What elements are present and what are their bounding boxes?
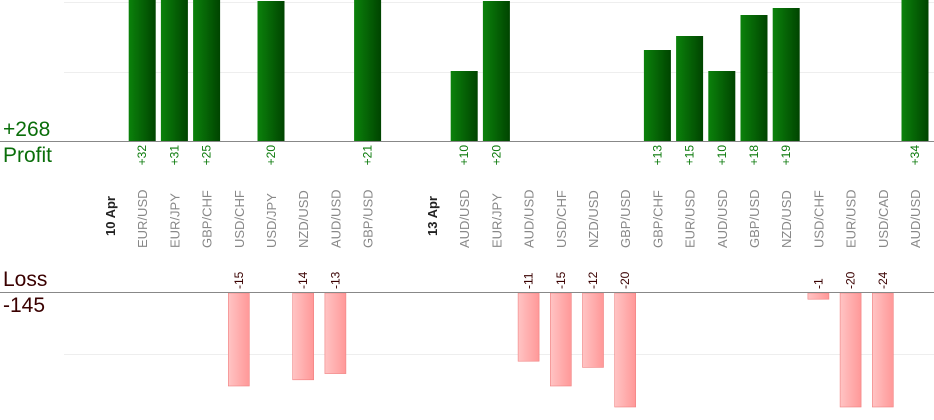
loss-bar[interactable] bbox=[324, 292, 347, 374]
pair-label: EUR/USD bbox=[683, 189, 698, 248]
pair-label: EUR/JPY bbox=[167, 193, 182, 248]
pair-label: GBP/CHF bbox=[650, 190, 665, 248]
loss-bar[interactable] bbox=[839, 292, 862, 408]
pair-label: USD/JPY bbox=[264, 193, 279, 248]
pair-label: USD/CAD bbox=[876, 189, 891, 248]
profit-value-label: +19 bbox=[779, 145, 793, 166]
pair-label: EUR/JPY bbox=[489, 193, 504, 248]
pair-label: AUD/USD bbox=[328, 189, 343, 248]
loss-value-label: -12 bbox=[586, 271, 600, 289]
profit-value-label: +20 bbox=[489, 145, 503, 166]
profit-bar[interactable] bbox=[354, 0, 382, 141]
profit-bar[interactable] bbox=[482, 1, 510, 141]
profit-value-label: +10 bbox=[457, 145, 471, 166]
profit-bar[interactable] bbox=[772, 8, 800, 141]
loss-total: -145 bbox=[3, 294, 46, 317]
profit-value-label: +15 bbox=[683, 145, 697, 166]
pair-label: AUD/USD bbox=[715, 189, 730, 248]
pair-label: USD/CHF bbox=[811, 190, 826, 248]
profit-value-label: +10 bbox=[715, 145, 729, 166]
pair-label: AUD/USD bbox=[522, 189, 537, 248]
profit-bar[interactable] bbox=[450, 71, 478, 141]
pair-label: NZD/USD bbox=[586, 190, 601, 248]
loss-value-label: -1 bbox=[811, 278, 825, 289]
profit-value-label: +20 bbox=[264, 145, 278, 166]
pair-label: GBP/CHF bbox=[200, 190, 215, 248]
profit-bar[interactable] bbox=[643, 50, 671, 141]
pair-label: GBP/USD bbox=[618, 189, 633, 248]
pair-label: EUR/USD bbox=[844, 189, 859, 248]
profit-bar[interactable] bbox=[257, 1, 285, 141]
pair-label: NZD/USD bbox=[296, 190, 311, 248]
loss-value-label: -20 bbox=[844, 271, 858, 289]
pair-label: NZD/USD bbox=[779, 190, 794, 248]
loss-bar[interactable] bbox=[228, 292, 250, 387]
pair-label: EUR/USD bbox=[135, 189, 150, 248]
loss-bar[interactable] bbox=[807, 292, 830, 300]
loss-bar[interactable] bbox=[582, 292, 604, 368]
pair-label: AUD/USD bbox=[908, 189, 923, 248]
pair-label: USD/CHF bbox=[554, 190, 569, 248]
profit-bar[interactable] bbox=[160, 0, 188, 141]
loss-bar[interactable] bbox=[614, 292, 637, 408]
loss-value-label: -24 bbox=[876, 271, 890, 289]
profit-value-label: +21 bbox=[361, 145, 375, 166]
profit-value-label: +31 bbox=[167, 145, 181, 166]
loss-value-label: -13 bbox=[328, 271, 342, 289]
profit-total: +268 bbox=[3, 118, 51, 141]
profit-bar[interactable] bbox=[128, 0, 156, 141]
profit-value-label: +13 bbox=[650, 145, 664, 166]
loss-value-label: -15 bbox=[554, 271, 568, 289]
profit-value-label: +32 bbox=[135, 145, 149, 166]
loss-value-label: -11 bbox=[522, 272, 536, 289]
pair-label: GBP/USD bbox=[747, 189, 762, 248]
loss-bar[interactable] bbox=[871, 292, 894, 408]
loss-bar[interactable] bbox=[549, 292, 572, 387]
loss-value-label: -14 bbox=[296, 271, 310, 289]
loss-bar[interactable] bbox=[517, 292, 540, 362]
profit-bar[interactable] bbox=[193, 0, 221, 141]
profit-value-label: +34 bbox=[908, 145, 922, 166]
loss-value-label: -20 bbox=[618, 271, 632, 289]
loss-value-label: -15 bbox=[232, 271, 246, 289]
pair-label: GBP/USD bbox=[361, 189, 376, 248]
profit-bar[interactable] bbox=[901, 0, 929, 141]
date-label: 10 Apr bbox=[103, 196, 118, 236]
date-label: 13 Apr bbox=[425, 196, 440, 236]
loss-bar[interactable] bbox=[292, 292, 315, 381]
pair-label: USD/CHF bbox=[232, 190, 247, 248]
profit-bar[interactable] bbox=[740, 15, 768, 141]
profit-value-label: +25 bbox=[200, 145, 214, 166]
pair-label: AUD/USD bbox=[457, 189, 472, 248]
profit-value-label: +18 bbox=[747, 145, 761, 166]
profit-label: Profit bbox=[3, 144, 53, 167]
profit-bar[interactable] bbox=[676, 36, 704, 141]
loss-label: Loss bbox=[3, 268, 48, 291]
profit-bar[interactable] bbox=[708, 71, 736, 141]
